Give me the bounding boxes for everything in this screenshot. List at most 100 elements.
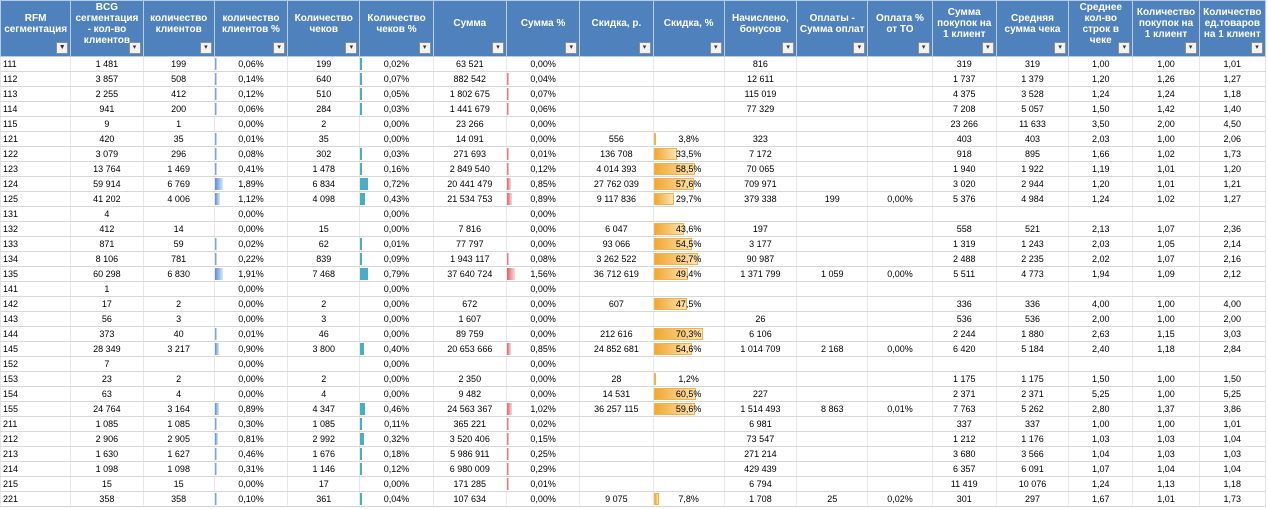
data-cell[interactable]: 0,06% — [213, 56, 289, 72]
data-cell[interactable]: 0,00% — [359, 386, 434, 402]
data-cell[interactable]: 70 065 — [723, 161, 798, 177]
data-cell[interactable] — [796, 386, 869, 402]
data-cell[interactable]: 1,40 — [1198, 101, 1267, 117]
data-cell[interactable]: 0,81% — [213, 431, 289, 447]
data-cell[interactable]: 1 469 — [142, 161, 215, 177]
data-cell[interactable]: 1,27 — [1198, 71, 1267, 87]
data-cell[interactable]: 2 992 — [287, 431, 361, 447]
data-cell[interactable]: 59 914 — [70, 176, 144, 192]
filter-dropdown-icon[interactable]: ▾ — [782, 42, 795, 54]
data-cell[interactable]: 17 — [287, 476, 361, 492]
data-cell[interactable]: 918 — [931, 146, 997, 162]
data-cell[interactable]: 93 066 — [579, 236, 654, 252]
data-cell[interactable]: 816 — [723, 56, 798, 72]
data-cell[interactable]: 56 — [70, 311, 144, 327]
data-cell[interactable] — [796, 311, 869, 327]
data-cell[interactable]: 1,20 — [1068, 71, 1134, 87]
data-cell[interactable]: 0,00% — [505, 281, 581, 297]
data-cell[interactable]: 58,5% — [652, 161, 725, 177]
data-cell[interactable] — [652, 311, 725, 327]
data-cell[interactable]: 60 298 — [70, 266, 144, 282]
data-cell[interactable]: 4 375 — [931, 86, 997, 102]
data-cell[interactable]: 14 091 — [432, 131, 507, 147]
data-cell[interactable]: 672 — [432, 296, 507, 312]
data-cell[interactable] — [796, 131, 869, 147]
data-cell[interactable]: 0,00% — [867, 191, 933, 207]
data-cell[interactable] — [995, 281, 1070, 297]
data-cell[interactable] — [867, 326, 933, 342]
data-cell[interactable] — [652, 461, 725, 477]
data-cell[interactable] — [287, 356, 361, 372]
row-label-cell[interactable]: 213 — [0, 446, 72, 462]
data-cell[interactable]: 429 439 — [723, 461, 798, 477]
data-cell[interactable]: 0,01% — [359, 236, 434, 252]
data-cell[interactable]: 0,72% — [359, 176, 434, 192]
data-cell[interactable]: 0,00% — [359, 116, 434, 132]
data-cell[interactable]: 2,02 — [1068, 251, 1134, 267]
row-label-cell[interactable]: 134 — [0, 251, 72, 267]
data-cell[interactable]: 2 906 — [70, 431, 144, 447]
data-cell[interactable] — [867, 146, 933, 162]
data-cell[interactable] — [796, 56, 869, 72]
data-cell[interactable]: 1,00 — [1068, 416, 1134, 432]
data-cell[interactable]: 0,00% — [359, 326, 434, 342]
data-cell[interactable] — [579, 56, 654, 72]
data-cell[interactable]: 0,00% — [213, 206, 289, 222]
data-cell[interactable] — [652, 56, 725, 72]
data-cell[interactable] — [432, 281, 507, 297]
data-cell[interactable]: 70,3% — [652, 326, 725, 342]
data-cell[interactable]: 2 371 — [995, 386, 1070, 402]
data-cell[interactable]: 0,04% — [505, 71, 581, 87]
data-cell[interactable] — [1198, 281, 1267, 297]
data-cell[interactable]: 1,13 — [1132, 476, 1200, 492]
data-cell[interactable]: 1,67 — [1068, 491, 1134, 507]
data-cell[interactable] — [867, 296, 933, 312]
data-cell[interactable]: 4,50 — [1198, 116, 1267, 132]
data-cell[interactable]: 7 816 — [432, 221, 507, 237]
data-cell[interactable]: 0,41% — [213, 161, 289, 177]
data-cell[interactable]: 25 — [796, 491, 869, 507]
data-cell[interactable]: 1 922 — [995, 161, 1070, 177]
data-cell[interactable]: 6 834 — [287, 176, 361, 192]
data-cell[interactable]: 0,07% — [359, 71, 434, 87]
data-cell[interactable] — [796, 161, 869, 177]
data-cell[interactable]: 90 987 — [723, 251, 798, 267]
data-cell[interactable]: 0,01% — [213, 326, 289, 342]
data-cell[interactable]: 2,00 — [1132, 116, 1200, 132]
data-cell[interactable]: 1,07 — [1132, 251, 1200, 267]
data-cell[interactable]: 1 481 — [70, 56, 144, 72]
data-cell[interactable] — [652, 476, 725, 492]
data-cell[interactable] — [867, 131, 933, 147]
data-cell[interactable]: 2,03 — [1068, 131, 1134, 147]
data-cell[interactable]: 0,18% — [359, 446, 434, 462]
data-cell[interactable]: 107 634 — [432, 491, 507, 507]
data-cell[interactable] — [931, 206, 997, 222]
data-cell[interactable]: 4 984 — [995, 191, 1070, 207]
data-cell[interactable]: 13 764 — [70, 161, 144, 177]
data-cell[interactable] — [867, 446, 933, 462]
data-cell[interactable]: 0,00% — [505, 206, 581, 222]
data-cell[interactable]: 0,00% — [213, 476, 289, 492]
data-cell[interactable] — [723, 116, 798, 132]
data-cell[interactable]: 1,00 — [1132, 416, 1200, 432]
data-cell[interactable]: 0,10% — [213, 491, 289, 507]
row-label-cell[interactable]: 211 — [0, 416, 72, 432]
data-cell[interactable]: 1,01 — [1198, 56, 1267, 72]
data-cell[interactable]: 1,19 — [1068, 161, 1134, 177]
data-cell[interactable]: 1,03 — [1132, 431, 1200, 447]
row-label-cell[interactable]: 143 — [0, 311, 72, 327]
data-cell[interactable]: 0,00% — [359, 476, 434, 492]
filter-dropdown-icon[interactable]: ▾ — [1251, 42, 1263, 54]
data-cell[interactable]: 0,01% — [505, 146, 581, 162]
data-cell[interactable]: 0,00% — [505, 491, 581, 507]
data-cell[interactable]: 1,03 — [1132, 446, 1200, 462]
data-cell[interactable]: 0,08% — [213, 146, 289, 162]
data-cell[interactable]: 5 986 911 — [432, 446, 507, 462]
data-cell[interactable]: 0,01% — [505, 476, 581, 492]
filter-dropdown-icon[interactable]: ▾ — [1118, 42, 1131, 54]
data-cell[interactable]: 412 — [70, 221, 144, 237]
data-cell[interactable]: 0,00% — [505, 221, 581, 237]
data-cell[interactable]: 212 616 — [579, 326, 654, 342]
data-cell[interactable]: 1,24 — [1068, 86, 1134, 102]
data-cell[interactable]: 0,03% — [359, 146, 434, 162]
